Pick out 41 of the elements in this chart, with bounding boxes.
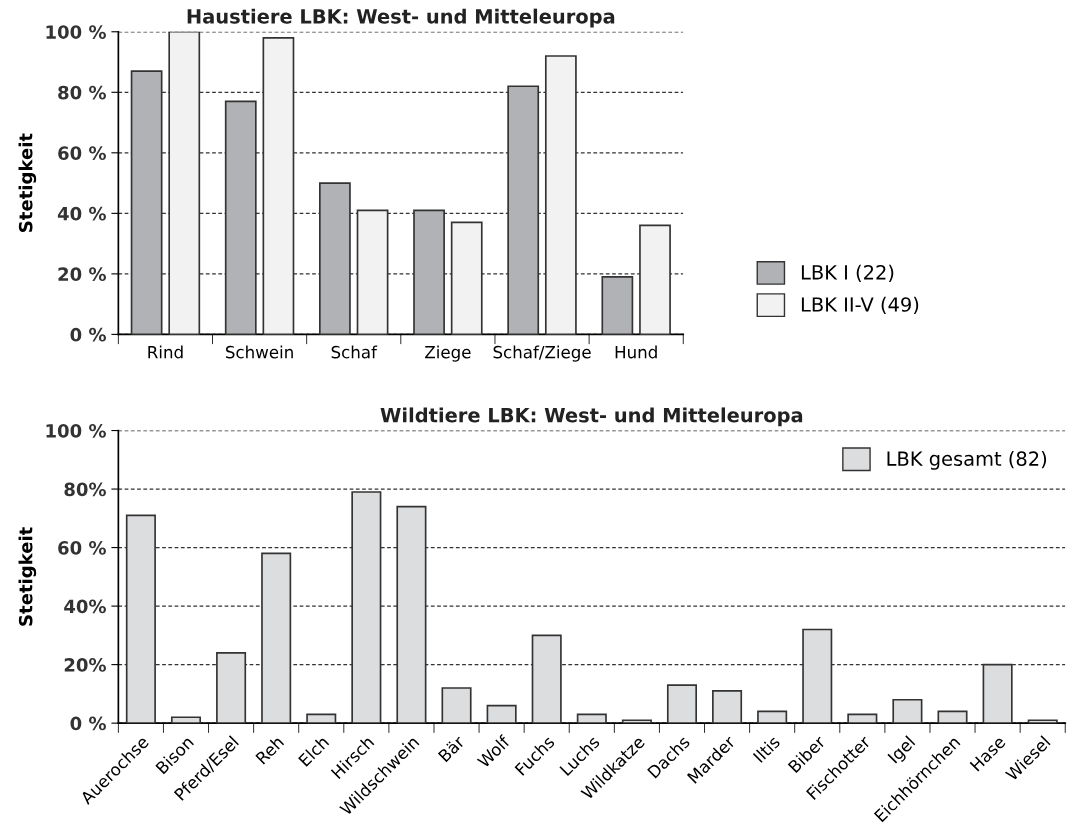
bar xyxy=(1027,719,1058,724)
bar xyxy=(576,713,607,724)
y-axis-title: Stetigkeit xyxy=(18,133,37,232)
y-tick-label: 20% xyxy=(64,658,106,672)
y-tick-label: 100 % xyxy=(46,25,106,39)
x-tick-label: Reh xyxy=(254,735,285,765)
bar xyxy=(486,704,517,724)
legend-label: LBK gesamt (82) xyxy=(887,450,1047,470)
bar xyxy=(441,687,472,724)
bar xyxy=(847,713,878,724)
chart-title: Haustiere LBK: West- und Mitteleuropa xyxy=(187,8,615,28)
x-tick-label: Iltis xyxy=(752,734,781,763)
x-tick-label: Hund xyxy=(615,345,657,359)
x-tick-label: Rind xyxy=(148,345,183,359)
x-tick-label: Schwein xyxy=(225,345,293,359)
y-tick-label: 60 % xyxy=(58,146,106,160)
bar xyxy=(170,716,202,724)
bar xyxy=(712,690,743,724)
x-tick-label: Schaf xyxy=(331,345,378,359)
y-tick-label: 100 % xyxy=(46,424,106,438)
y-tick-label: 0 % xyxy=(70,716,106,731)
chart-title: Wildtiere LBK: West- und Mitteleuropa xyxy=(380,407,803,427)
y-tick-label: 80% xyxy=(64,482,106,497)
bar xyxy=(892,698,923,724)
legend-label: LBK I (22) xyxy=(801,264,894,282)
bar xyxy=(666,684,698,724)
y-axis-title: Stetigkeit xyxy=(18,527,37,626)
legend-label: LBK II-V (49) xyxy=(801,296,919,315)
y-tick-label: 60 % xyxy=(58,541,106,555)
bar xyxy=(937,710,968,724)
x-tick-label: Schaf/Ziege xyxy=(493,345,591,362)
bar xyxy=(306,713,337,724)
y-tick-label: 40 % xyxy=(57,206,106,221)
y-tick-label: 40% xyxy=(64,599,106,614)
bar xyxy=(757,710,788,724)
bar xyxy=(621,719,652,724)
y-tick-label: 0 % xyxy=(70,327,106,342)
x-tick-label: Bär xyxy=(437,734,466,763)
x-tick-label: Ziege xyxy=(425,345,471,362)
y-tick-label: 80 % xyxy=(58,85,106,100)
y-tick-label: 20 % xyxy=(58,267,106,281)
